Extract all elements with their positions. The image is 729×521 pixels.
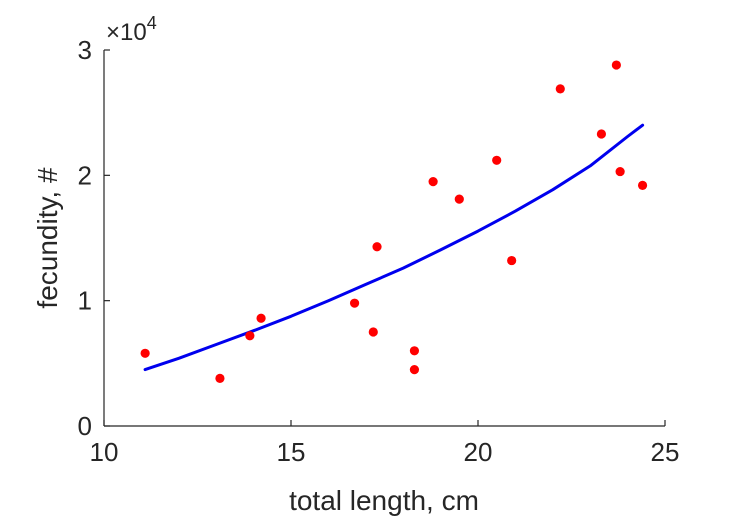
scatter-point xyxy=(454,194,464,204)
y-axis-label: fecundity, # xyxy=(32,167,63,309)
x-tick-label: 10 xyxy=(90,437,119,467)
x-tick-label: 20 xyxy=(464,437,493,467)
axes xyxy=(103,50,665,427)
y-tick-label: 3 xyxy=(78,35,92,65)
scatter-point xyxy=(409,346,420,356)
y-tick-label: 0 xyxy=(78,411,92,441)
scatter-point xyxy=(615,166,625,177)
y-ticks: 0 1 2 3 xyxy=(78,35,110,441)
scatter-point xyxy=(245,331,255,341)
scatter-point xyxy=(409,365,420,375)
scatter-point xyxy=(507,255,517,266)
scatter-point xyxy=(428,177,438,187)
x-tick-label: 25 xyxy=(651,437,680,467)
scatter-point xyxy=(349,298,360,308)
y-axis-exponent-base: ×10 xyxy=(106,19,147,46)
y-axis-exponent-power: 4 xyxy=(147,13,157,33)
scatter-point xyxy=(215,373,225,383)
scatter-point xyxy=(637,180,648,190)
scatter-point xyxy=(555,84,565,94)
x-tick-label: 15 xyxy=(277,437,306,467)
scatter-point xyxy=(611,60,621,70)
x-ticks: 10 15 20 25 xyxy=(90,420,680,467)
scatter-points-layer xyxy=(140,60,648,383)
scatter-point xyxy=(372,242,382,252)
scatter-point xyxy=(596,129,607,139)
y-tick-label: 2 xyxy=(78,160,92,190)
y-tick-label: 1 xyxy=(78,286,92,316)
x-axis-label: total length, cm xyxy=(289,485,479,516)
scatter-point xyxy=(492,155,502,165)
scatter-point xyxy=(256,313,266,323)
scatter-point xyxy=(368,327,378,337)
y-axis-exponent: ×104 xyxy=(106,13,157,46)
scatter-point xyxy=(140,348,150,358)
fit-line xyxy=(143,123,645,372)
fit-line-layer xyxy=(143,123,645,372)
